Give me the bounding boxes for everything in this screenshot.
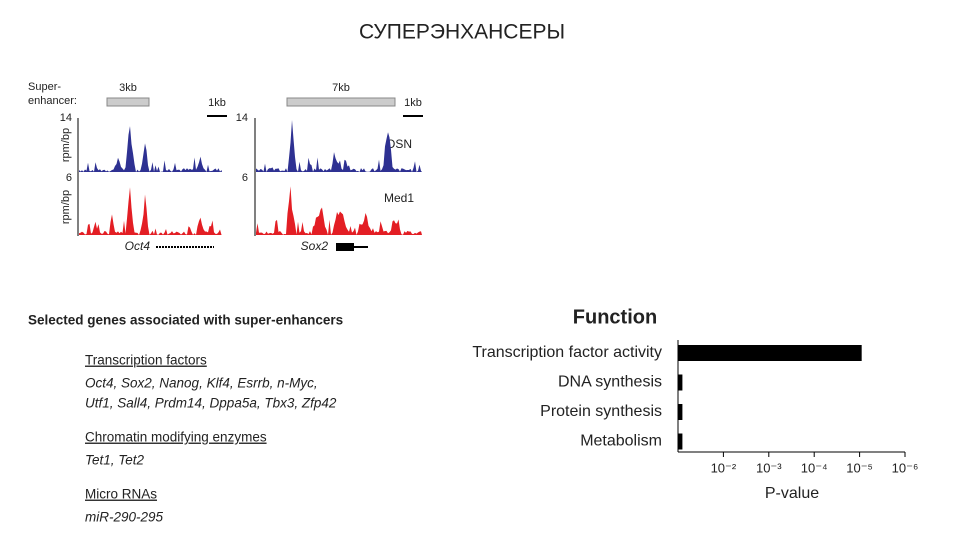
x-tick-label: 10⁻³ [756, 460, 782, 475]
y-max: 6 [66, 172, 72, 184]
scale-label: 1kb [208, 97, 226, 109]
y-label: rpm/bp [60, 190, 72, 224]
category-label: DNA synthesis [558, 374, 662, 391]
gene-list-line: Utf1, Sall4, Prdm14, Dppa5a, Tbx3, Zfp42 [85, 396, 337, 411]
category-label: Transcription factor activity [472, 344, 662, 361]
super-enhancer-box [286, 97, 396, 107]
gene-name: Oct4 [125, 239, 151, 253]
bar [678, 374, 683, 391]
gene-list-line: Tet1, Tet2 [85, 453, 145, 468]
bar [678, 345, 862, 361]
x-tick-label: 10⁻² [711, 460, 737, 475]
gene-model [336, 243, 354, 251]
span-label: 7kb [332, 82, 350, 94]
super-label: enhancer: [28, 95, 77, 107]
x-axis-label: P-value [765, 485, 819, 502]
x-tick-label: 10⁻⁴ [801, 460, 828, 475]
group-name: Transcription factors [85, 353, 207, 368]
chart-title: Function [573, 306, 657, 328]
x-tick-label: 10⁻⁵ [846, 460, 873, 475]
genes-list: Selected genes associated with super-enh… [28, 313, 343, 525]
y-max: 14 [236, 112, 248, 124]
genes-heading: Selected genes associated with super-enh… [28, 313, 343, 328]
super-enhancer-box [106, 97, 150, 107]
slide-title: СУПЕРЭНХАНСЕРЫ [359, 21, 565, 44]
series-label: OSN [386, 137, 412, 151]
signal-track [256, 186, 422, 235]
scale-label: 1kb [404, 97, 422, 109]
category-label: Metabolism [580, 433, 662, 450]
signal-track [79, 187, 222, 235]
group-name: Chromatin modifying enzymes [85, 430, 267, 445]
y-max: 14 [60, 112, 72, 124]
signal-track [79, 126, 222, 172]
group-name: Micro RNAs [85, 487, 157, 502]
y-label: rpm/bp [60, 128, 72, 162]
x-tick-label: 10⁻⁶ [892, 460, 919, 475]
tracks-figure: Super- enhancer: 3kb 1kb 7kb 1kb 14 6 14… [28, 81, 423, 253]
y-max: 6 [242, 172, 248, 184]
chart: Function P-value 10⁻² 10⁻³ 10⁻⁴ 10⁻⁵ 10⁻⁶ Tra… [472, 306, 918, 502]
bar [678, 433, 683, 450]
bar [678, 404, 683, 420]
signal-track [256, 120, 422, 172]
category-label: Protein synthesis [540, 403, 662, 420]
gene-list-line: Oct4, Sox2, Nanog, Klf4, Esrrb, n-Myc, [85, 376, 318, 391]
span-label: 3kb [119, 82, 137, 94]
series-label: Med1 [384, 191, 414, 205]
gene-name: Sox2 [301, 239, 329, 253]
super-label: Super- [28, 81, 61, 93]
gene-list-line: miR-290-295 [85, 510, 164, 525]
